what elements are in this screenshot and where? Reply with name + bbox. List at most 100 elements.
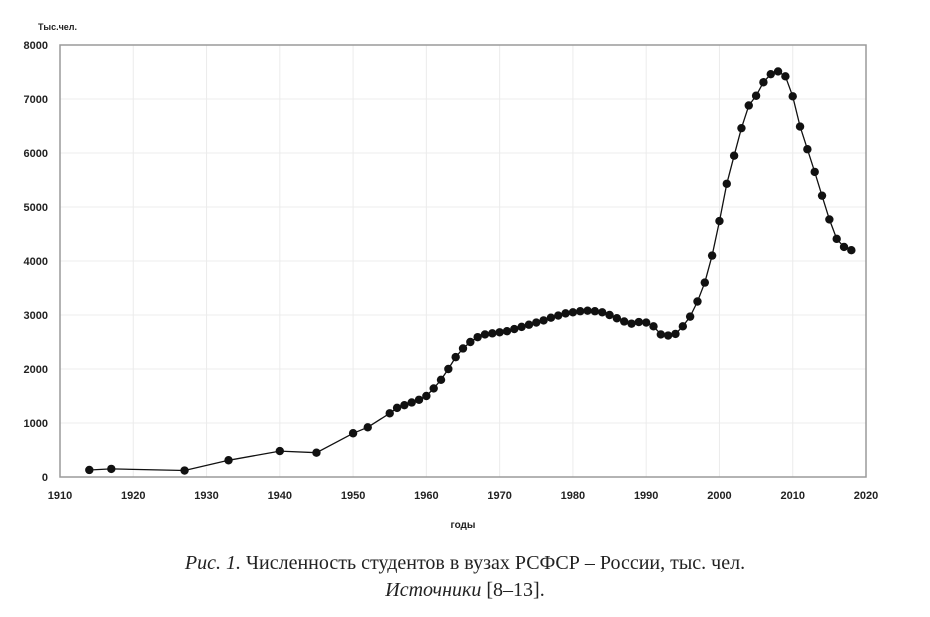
data-markers: [85, 67, 856, 475]
data-point-marker: [671, 329, 680, 339]
data-point-marker: [693, 297, 702, 306]
data-point-marker: [649, 322, 658, 331]
data-point-marker: [620, 317, 629, 326]
plot-frame: [59, 44, 867, 478]
x-tick-label: 1960: [414, 490, 438, 502]
data-point-marker: [524, 320, 534, 329]
data-point-marker: [773, 67, 783, 76]
data-point-marker: [810, 167, 819, 177]
sources-label: Источники: [385, 579, 482, 601]
y-tick-label: 4000: [24, 256, 48, 268]
data-point-marker: [400, 400, 409, 410]
x-tick-label: 1980: [561, 490, 585, 502]
data-point-marker: [488, 329, 497, 338]
data-point-marker: [539, 316, 548, 325]
data-point-marker: [392, 403, 402, 413]
data-point-marker: [407, 398, 416, 407]
data-point-marker: [663, 331, 673, 340]
data-point-marker: [414, 395, 424, 404]
data-point-marker: [495, 328, 504, 337]
data-point-marker: [444, 364, 453, 374]
x-tick-label: 2020: [854, 490, 878, 502]
x-tick-label: 1910: [48, 490, 72, 502]
data-point-marker: [473, 332, 482, 342]
data-point-marker: [825, 215, 834, 224]
data-point-marker: [627, 319, 636, 328]
data-point-marker: [532, 318, 541, 327]
data-point-marker: [744, 101, 753, 110]
data-point-marker: [363, 423, 372, 432]
x-tick-label: 2010: [780, 490, 804, 502]
data-point-marker: [517, 322, 526, 332]
x-tick-label: 1940: [268, 490, 292, 502]
y-tick-label: 5000: [24, 202, 48, 214]
y-tick-label: 0: [42, 472, 48, 484]
y-tick-label: 7000: [24, 94, 48, 106]
data-point-marker: [817, 191, 827, 200]
data-point-marker: [598, 308, 607, 317]
data-point-marker: [839, 242, 849, 252]
data-point-marker: [480, 330, 490, 339]
figure-sources: Источники [8–13].: [0, 579, 930, 602]
data-point-marker: [722, 179, 731, 188]
x-tick-label: 1930: [194, 490, 218, 502]
data-point-marker: [275, 446, 285, 456]
data-point-marker: [422, 391, 431, 401]
data-point-marker: [737, 123, 746, 133]
y-axis-ticks: 0 1000 2000 3000 4000 5000 6000 7000 8000: [24, 40, 48, 484]
x-axis-label: годы: [451, 520, 476, 531]
data-point-marker: [656, 330, 666, 339]
data-point-marker: [612, 314, 622, 323]
data-point-marker: [180, 466, 189, 475]
x-tick-label: 1970: [487, 490, 511, 502]
data-point-marker: [751, 91, 761, 100]
data-point-marker: [348, 429, 358, 438]
data-point-marker: [385, 409, 394, 418]
data-point-marker: [803, 145, 812, 154]
data-point-marker: [707, 251, 717, 260]
data-point-marker: [568, 308, 578, 317]
data-point-marker: [715, 216, 724, 226]
data-point-marker: [546, 313, 556, 322]
figure-caption: Рис. 1. Численность студентов в вузах РС…: [0, 552, 930, 575]
data-point-marker: [685, 312, 695, 321]
y-tick-label: 1000: [24, 418, 48, 430]
data-point-marker: [107, 464, 116, 474]
data-point-marker: [832, 234, 841, 244]
data-point-marker: [583, 306, 592, 315]
data-point-marker: [224, 456, 233, 465]
x-tick-label: 1920: [121, 490, 145, 502]
data-point-marker: [781, 72, 790, 81]
data-point-marker: [561, 309, 570, 318]
data-point-marker: [847, 246, 856, 255]
data-point-marker: [576, 307, 585, 316]
data-point-marker: [795, 122, 805, 131]
data-point-marker: [436, 375, 446, 384]
data-point-marker: [641, 318, 651, 327]
data-point-marker: [502, 327, 512, 336]
data-point-marker: [590, 307, 600, 316]
series-line: [89, 70, 852, 472]
y-tick-label: 3000: [24, 310, 48, 322]
y-tick-label: 2000: [24, 364, 48, 376]
y-axis-unit-label: Тыс.чел.: [38, 22, 77, 32]
x-tick-label: 1990: [634, 490, 658, 502]
data-point-marker: [312, 448, 321, 457]
data-point-marker: [788, 92, 797, 101]
x-axis-ticks: 1910 1920 1930 1940 1950 1960 1970 1980 1990 2000…: [48, 490, 878, 502]
figure-number: Рис. 1.: [184, 552, 242, 574]
caption-text: Численность студентов в вузах РСФСР – Ро…: [241, 552, 746, 574]
data-point-marker: [766, 69, 775, 79]
y-tick-label: 6000: [24, 148, 48, 160]
data-point-marker: [759, 78, 768, 87]
sources-refs: [8–13].: [481, 579, 545, 601]
data-point-marker: [510, 324, 519, 334]
data-point-marker: [85, 465, 94, 475]
data-point-marker: [605, 310, 614, 320]
data-point-marker: [451, 352, 460, 362]
data-point-marker: [729, 151, 739, 160]
x-tick-label: 2000: [707, 490, 731, 502]
gridlines: [60, 45, 866, 477]
x-tick-label: 1950: [341, 490, 365, 502]
